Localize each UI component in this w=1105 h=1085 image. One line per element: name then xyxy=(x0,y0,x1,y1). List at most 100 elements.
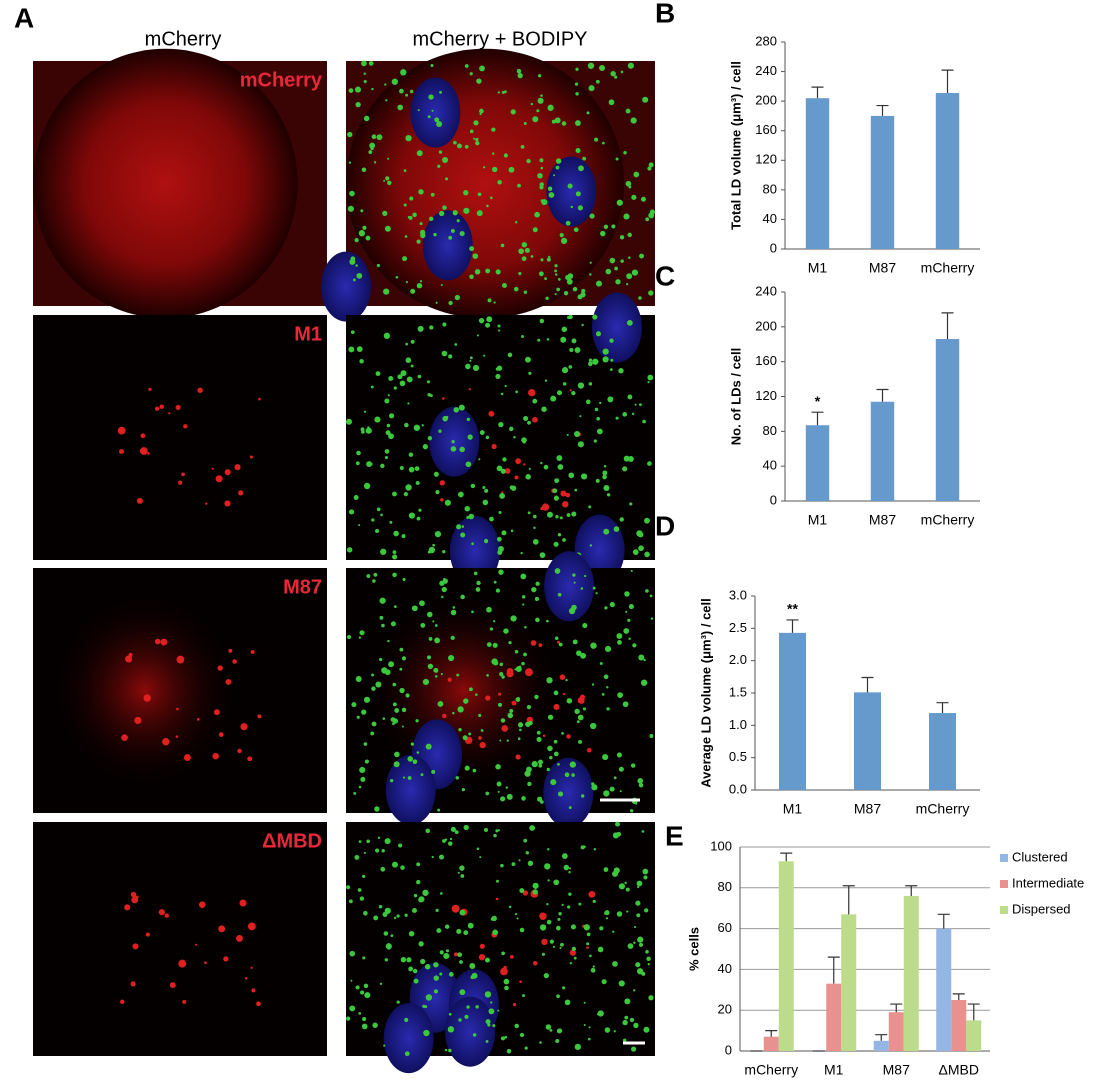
lipid-droplet xyxy=(636,885,640,889)
lipid-droplet xyxy=(627,394,633,400)
lipid-droplet xyxy=(362,874,366,878)
lipid-droplet xyxy=(498,702,503,707)
bar xyxy=(951,1000,967,1051)
lipid-droplet xyxy=(443,953,450,960)
lipid-droplet xyxy=(463,698,469,704)
lipid-droplet xyxy=(418,508,422,512)
red-spot xyxy=(213,709,220,716)
lipid-droplet xyxy=(483,354,486,357)
lipid-droplet xyxy=(483,827,489,832)
lipid-droplet xyxy=(384,225,391,232)
lipid-droplet xyxy=(384,449,390,454)
lipid-droplet xyxy=(478,713,482,718)
x-tick-label: M87 xyxy=(869,512,896,528)
lipid-droplet xyxy=(574,488,578,492)
lipid-droplet xyxy=(525,721,531,727)
lipid-droplet xyxy=(470,975,475,980)
lipid-droplet xyxy=(383,1044,386,1047)
lipid-droplet xyxy=(632,549,639,555)
lipid-droplet xyxy=(433,667,439,673)
lipid-droplet xyxy=(638,942,644,947)
lipid-droplet xyxy=(440,283,443,286)
lipid-droplet xyxy=(609,786,615,792)
lipid-droplet xyxy=(581,291,584,295)
lipid-droplet xyxy=(450,635,455,640)
lipid-droplet xyxy=(556,287,561,292)
lipid-droplet xyxy=(599,662,603,665)
lipid-droplet xyxy=(546,619,549,623)
nucleus xyxy=(383,1003,434,1074)
legend-label: Dispersed xyxy=(1012,901,1071,916)
red-spot xyxy=(183,754,191,761)
lipid-droplet xyxy=(472,364,480,372)
lipid-droplet xyxy=(497,790,500,793)
lipid-droplet xyxy=(603,484,610,492)
lipid-droplet xyxy=(591,683,595,686)
lipid-droplet xyxy=(448,654,455,662)
lipid-droplet xyxy=(363,115,370,122)
lipid-droplet xyxy=(471,610,474,614)
lipid-droplet xyxy=(627,618,631,622)
y-tick-label: 80 xyxy=(763,181,777,196)
lipid-droplet xyxy=(514,1023,519,1029)
lipid-droplet xyxy=(532,227,538,233)
red-spot xyxy=(542,734,546,738)
lipid-droplet xyxy=(504,1035,508,1039)
red-spot xyxy=(440,498,444,502)
lipid-droplet xyxy=(547,745,553,752)
lipid-droplet xyxy=(508,905,512,909)
lipid-droplet xyxy=(484,957,490,963)
lipid-droplet xyxy=(351,702,357,708)
lipid-droplet xyxy=(479,65,485,72)
lipid-droplet xyxy=(638,782,644,788)
lipid-droplet xyxy=(346,634,352,640)
lipid-droplet xyxy=(564,999,571,1006)
lipid-droplet xyxy=(588,505,592,509)
lipid-droplet xyxy=(438,150,443,154)
lipid-droplet xyxy=(575,191,581,197)
nucleus xyxy=(543,757,594,828)
lipid-droplet xyxy=(399,647,404,652)
lipid-droplet xyxy=(379,615,384,620)
red-spot xyxy=(175,405,181,410)
lipid-droplet xyxy=(441,595,444,599)
red-spot xyxy=(498,692,502,696)
lipid-droplet xyxy=(355,985,360,990)
red-spot xyxy=(178,959,187,968)
lipid-droplet xyxy=(479,856,482,859)
lipid-droplet xyxy=(606,707,610,711)
lipid-droplet xyxy=(441,350,448,357)
lipid-droplet xyxy=(456,219,460,223)
lipid-droplet xyxy=(643,658,646,662)
error-bar xyxy=(936,702,949,714)
lipid-droplet xyxy=(495,588,500,593)
lipid-droplet xyxy=(430,63,434,68)
lipid-droplet xyxy=(557,791,564,797)
panel-label: D xyxy=(655,510,675,541)
y-tick-label: 40 xyxy=(763,211,777,226)
lipid-droplet xyxy=(521,595,526,599)
lipid-droplet xyxy=(521,335,525,339)
lipid-droplet xyxy=(356,346,363,352)
lipid-droplet xyxy=(622,1019,628,1026)
lipid-droplet xyxy=(495,829,499,833)
lipid-droplet xyxy=(413,424,421,431)
lipid-droplet xyxy=(602,754,609,761)
lipid-droplet xyxy=(623,455,630,462)
lipid-droplet xyxy=(427,611,433,618)
image-label: mCherry xyxy=(240,69,323,91)
lipid-droplet xyxy=(452,606,456,609)
lipid-droplet xyxy=(369,462,373,466)
lipid-droplet xyxy=(543,973,549,979)
lipid-droplet xyxy=(536,736,542,742)
lipid-droplet xyxy=(379,657,383,662)
lipid-droplet xyxy=(464,765,470,771)
lipid-droplet xyxy=(566,698,573,704)
error-bar xyxy=(941,312,954,340)
lipid-droplet xyxy=(648,290,654,296)
lipid-droplet xyxy=(603,867,609,872)
lipid-droplet xyxy=(426,380,431,384)
lipid-droplet xyxy=(486,642,492,647)
lipid-droplet xyxy=(517,737,521,741)
lipid-droplet xyxy=(521,256,527,262)
